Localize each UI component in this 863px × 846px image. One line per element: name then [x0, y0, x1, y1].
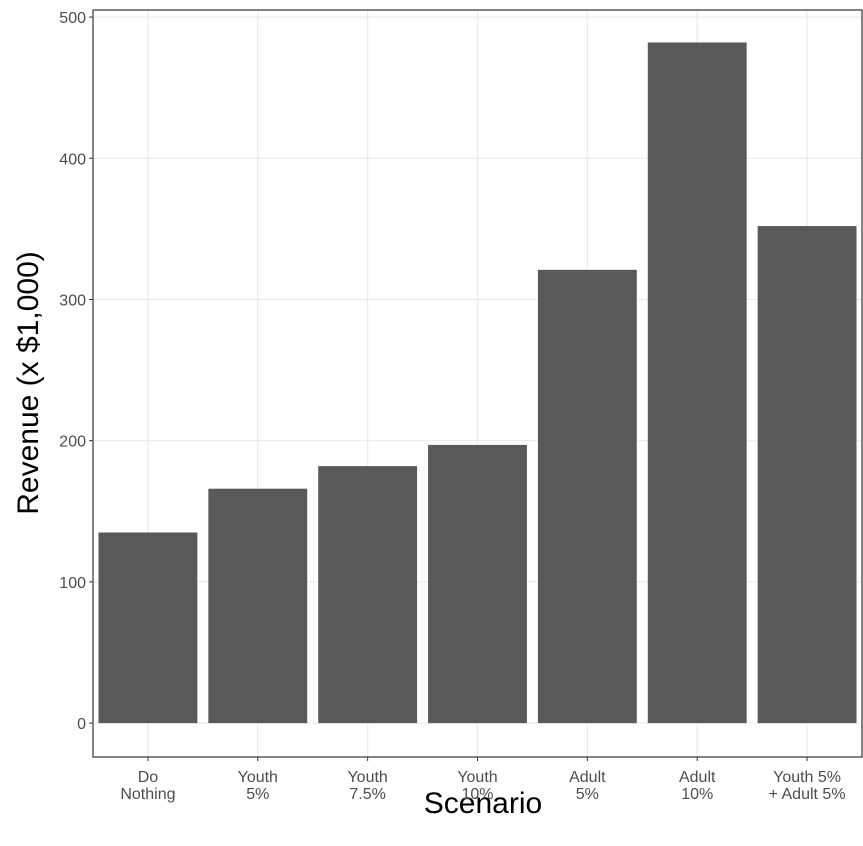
- panel-border: [92, 9, 863, 758]
- y-axis-title: Revenue (x $1,000): [12, 251, 45, 515]
- x-tick-label: Do Nothing: [120, 769, 175, 803]
- y-tick-label: 200: [59, 434, 86, 451]
- x-tick-label: Adult 5%: [569, 769, 606, 803]
- x-tick-label: Youth 5% + Adult 5%: [769, 769, 846, 803]
- x-tick-label: Youth 5%: [238, 769, 278, 803]
- x-axis-title: Scenario: [424, 787, 542, 820]
- y-tick-label: 400: [59, 151, 86, 168]
- y-tick-label: 500: [59, 10, 86, 27]
- x-tick-label: Youth 7.5%: [347, 769, 387, 803]
- bar: [98, 532, 198, 724]
- y-tick-label: 300: [59, 292, 86, 309]
- y-tick-label: 100: [59, 575, 86, 592]
- bar: [757, 226, 857, 724]
- bar: [428, 444, 527, 724]
- x-tick-label: Adult 10%: [679, 769, 716, 803]
- bar: [537, 269, 637, 724]
- x-tick-label: Youth 10%: [457, 769, 497, 803]
- bar: [318, 466, 418, 724]
- bar: [208, 488, 308, 724]
- y-tick-label: 0: [77, 716, 86, 733]
- bar: [647, 42, 747, 724]
